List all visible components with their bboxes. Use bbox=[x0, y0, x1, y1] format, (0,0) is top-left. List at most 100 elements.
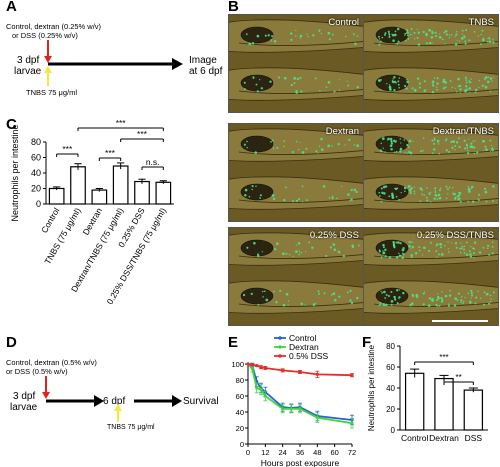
bar bbox=[112, 165, 129, 205]
neutrophil-dot bbox=[397, 80, 400, 83]
neutrophil-dot bbox=[378, 43, 381, 46]
neutrophil-dot bbox=[380, 200, 383, 203]
series-point bbox=[250, 367, 254, 371]
neutrophil-dot bbox=[244, 88, 246, 91]
micrograph-label-tnbs: TNBS bbox=[468, 17, 494, 28]
neutrophil-dot bbox=[436, 299, 439, 302]
neutrophil-dot bbox=[403, 186, 407, 190]
neutrophil-dot bbox=[398, 254, 402, 257]
neutrophil-dot bbox=[484, 187, 487, 190]
neutrophil-dot bbox=[413, 38, 416, 40]
panel-letter-e: E bbox=[228, 334, 239, 351]
neutrophil-dot bbox=[456, 39, 459, 41]
neutrophil-dot bbox=[426, 187, 428, 189]
neutrophil-dot bbox=[467, 200, 470, 203]
timeline-a-arrowhead bbox=[172, 58, 183, 70]
panel-letter-f: F bbox=[362, 334, 372, 351]
neutrophil-dot bbox=[478, 251, 482, 254]
neutrophil-dot bbox=[412, 295, 415, 298]
neutrophil-dot bbox=[419, 200, 422, 203]
neutrophil-dot bbox=[409, 192, 412, 195]
neutrophil-dot bbox=[398, 199, 401, 201]
neutrophil-dot bbox=[458, 191, 460, 194]
neutrophil-dot bbox=[391, 196, 395, 199]
neutrophil-dot bbox=[438, 304, 441, 307]
neutrophil-dot bbox=[413, 31, 416, 34]
neutrophil-dot bbox=[448, 186, 451, 189]
neutrophil-dot bbox=[317, 290, 320, 293]
neutrophil-dot bbox=[445, 149, 448, 152]
neutrophil-dot bbox=[436, 139, 440, 143]
neutrophil-dot bbox=[417, 43, 421, 46]
neutrophil-dot bbox=[275, 300, 278, 304]
neutrophil-dot bbox=[467, 39, 470, 41]
larva-gut-outline bbox=[373, 41, 498, 46]
neutrophil-dot bbox=[452, 187, 454, 189]
neutrophil-dot bbox=[402, 291, 405, 295]
neutrophil-dot bbox=[353, 188, 357, 192]
larva-gut-outline bbox=[373, 150, 498, 155]
neutrophil-dot bbox=[465, 81, 468, 84]
significance-label: ** bbox=[456, 373, 462, 382]
neutrophil-dot bbox=[388, 36, 391, 39]
micrograph-label-control: Control bbox=[328, 17, 359, 28]
neutrophil-dot bbox=[283, 145, 285, 148]
neutrophil-dot bbox=[297, 198, 301, 201]
significance-label: *** bbox=[62, 144, 73, 154]
neutrophil-dot bbox=[333, 298, 337, 302]
neutrophil-dot bbox=[406, 143, 409, 146]
neutrophil-dot bbox=[255, 83, 258, 86]
tnbs-arrow-a-head bbox=[44, 66, 52, 73]
neutrophil-dot bbox=[404, 84, 407, 88]
neutrophil-dot bbox=[295, 250, 298, 253]
neutrophil-dot bbox=[430, 241, 432, 244]
neutrophil-dot bbox=[383, 192, 386, 195]
y-tick-label: 80 bbox=[236, 376, 244, 385]
neutrophil-dot bbox=[461, 245, 464, 248]
neutrophil-dot bbox=[433, 142, 436, 145]
neutrophil-dot bbox=[272, 197, 276, 201]
neutrophil-dot bbox=[386, 83, 388, 85]
neutrophil-dot bbox=[477, 193, 481, 196]
timeline-a bbox=[44, 40, 183, 86]
y-tick-label: 60 bbox=[236, 392, 244, 401]
neutrophil-dot bbox=[259, 79, 261, 81]
neutrophil-dot bbox=[336, 197, 338, 200]
neutrophil-dot bbox=[448, 151, 451, 153]
neutrophil-dot bbox=[418, 249, 421, 252]
neutrophil-dot bbox=[471, 200, 475, 204]
neutrophil-dot bbox=[411, 293, 414, 296]
bar bbox=[91, 189, 108, 205]
significance-label: n.s. bbox=[146, 157, 160, 167]
neutrophil-dot bbox=[490, 298, 492, 300]
neutrophil-dot bbox=[399, 150, 402, 153]
neutrophil-dot bbox=[295, 199, 299, 203]
neutrophil-dot bbox=[431, 139, 434, 142]
neutrophil-dot bbox=[320, 32, 323, 35]
series-point bbox=[350, 373, 354, 377]
neutrophil-dot bbox=[277, 76, 281, 79]
neutrophil-dot bbox=[404, 152, 406, 154]
neutrophil-dot bbox=[346, 291, 349, 294]
neutrophil-dot bbox=[464, 90, 467, 93]
neutrophil-dot bbox=[400, 191, 402, 194]
neutrophil-dot bbox=[380, 256, 383, 259]
y-tick-label: 80 bbox=[31, 137, 41, 147]
neutrophil-dot bbox=[380, 142, 383, 145]
neutrophil-dot bbox=[393, 246, 396, 249]
neutrophil-dot bbox=[437, 143, 440, 145]
neutrophil-dot bbox=[311, 246, 314, 249]
neutrophil-dot bbox=[413, 192, 416, 195]
y-tick-label: 60 bbox=[31, 153, 41, 163]
tnbs-label-d: TNBS 75 μg/ml bbox=[107, 424, 155, 431]
neutrophil-dot bbox=[456, 30, 458, 33]
series-point bbox=[289, 407, 293, 411]
neutrophil-dot bbox=[397, 241, 400, 244]
neutrophil-dot bbox=[460, 295, 463, 298]
neutrophil-dot bbox=[473, 152, 476, 155]
neutrophil-dot bbox=[412, 140, 414, 142]
neutrophil-dot bbox=[333, 90, 336, 93]
neutrophil-dot bbox=[470, 294, 474, 297]
series-point bbox=[263, 366, 267, 370]
neutrophil-dot bbox=[322, 184, 326, 188]
